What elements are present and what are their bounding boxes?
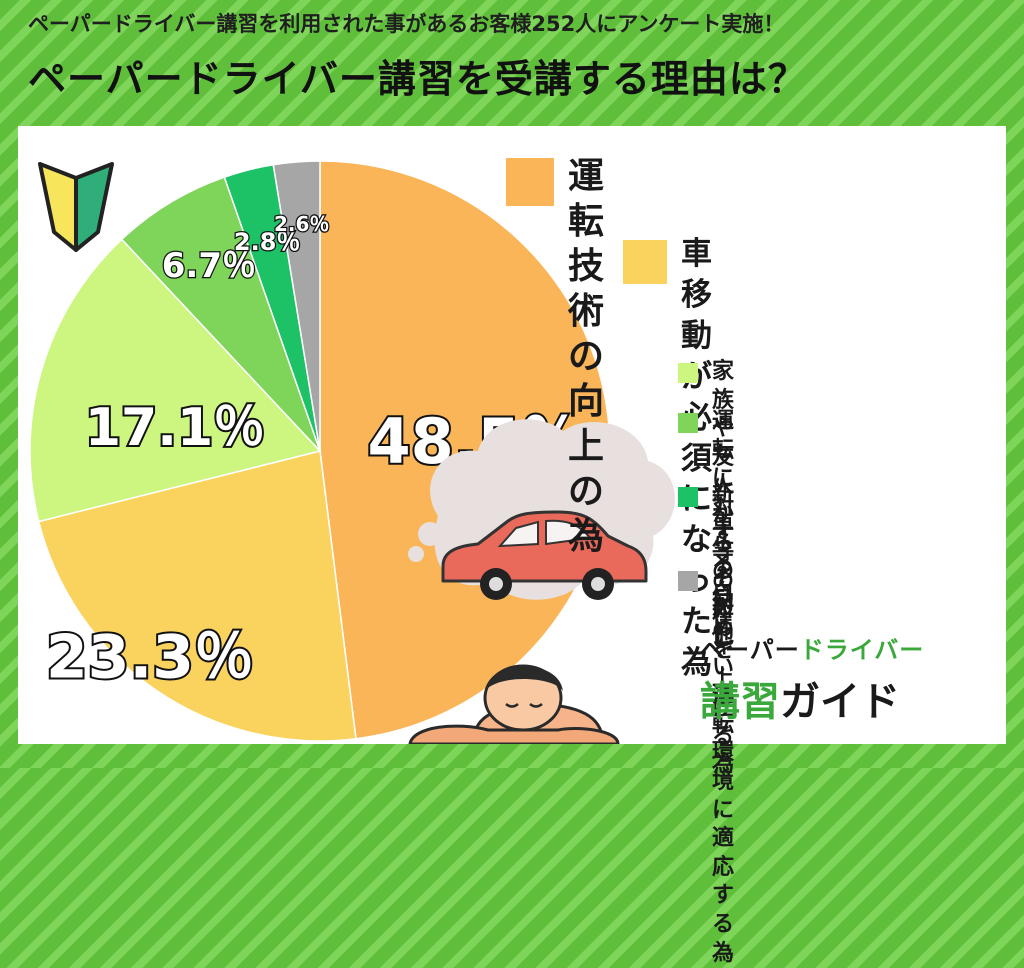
slice-value-label: 6.7％ xyxy=(162,246,256,286)
legend-swatch xyxy=(678,571,698,591)
content-panel: 48.5％ 23.3％ 17.1％ 6.7％ 2.8％ 2.6％ xyxy=(18,126,1006,966)
legend-swatch xyxy=(678,487,698,507)
sleeping-person-icon xyxy=(408,664,620,744)
beginner-driver-mark-icon xyxy=(38,162,114,252)
legend-item: その他 xyxy=(678,566,734,652)
slice-value-label: 2.8％ xyxy=(234,228,301,256)
legend-swatch xyxy=(506,158,554,206)
logo-text-black: ペーパー xyxy=(700,636,800,664)
pie-slice xyxy=(120,176,321,452)
legend-item: 運転に対する自信を 上げる為 xyxy=(678,408,734,780)
pie-slice xyxy=(37,450,357,742)
legend-item: 車移動が必須に なった為 xyxy=(623,234,712,684)
slice-value-label: 17.1％ xyxy=(85,398,265,458)
logo-text-bottom: ガイド xyxy=(780,679,900,725)
logo-text-bottom-green-block: 講習 xyxy=(700,679,780,725)
pie-chart: 48.5％23.3％17.1％6.7％2.8％2.6％ xyxy=(29,160,675,744)
slice-value-label: 23.3％ xyxy=(46,623,254,693)
legend-label: 運転技術の向上の為 xyxy=(568,156,605,557)
slice-value-label: 2.6％ xyxy=(274,212,329,236)
logo-text-green: ドライバー xyxy=(799,636,925,664)
legend-swatch xyxy=(678,363,698,383)
pie-slice xyxy=(29,238,322,523)
legend-item: 運転技術の向上の為 xyxy=(506,154,604,559)
legend-label: 家族や友人からの勧め xyxy=(712,359,735,642)
legend-label: 車移動が必須に なった為 xyxy=(681,236,712,682)
survey-subtitle: ペーパードライバー講習を利用された事があるお客様252人にアンケート実施！ xyxy=(28,12,785,36)
pie-slice xyxy=(272,160,321,452)
legend-swatch xyxy=(678,413,698,433)
legend-item: 家族や友人からの勧め xyxy=(678,358,734,644)
legend-label: その他 xyxy=(712,567,735,650)
car-icon xyxy=(441,510,648,600)
page-title: ペーパードライバー講習を受講する理由は？ xyxy=(28,57,807,101)
legend-swatch xyxy=(623,240,667,284)
legend-label: 運転に対する自信を 上げる為 xyxy=(712,409,735,778)
brand-logo: ペーパードライバー 講習ガイド xyxy=(700,630,960,730)
